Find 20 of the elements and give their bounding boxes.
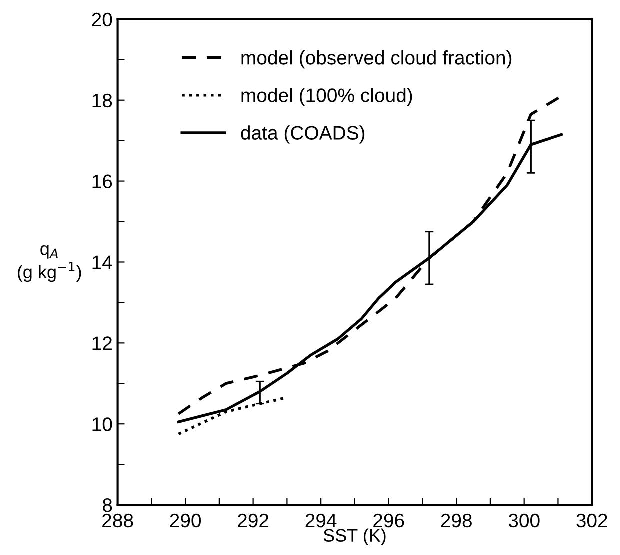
y-axis-title: q$_{A}$ (g kg$^{−1}$) — [18, 245, 82, 282]
x-axis-title: SST (K) — [324, 528, 386, 546]
y-tick-label: 20 — [92, 12, 112, 27]
legend-label: model (100% cloud) — [242, 88, 412, 106]
legend-label: model (observed cloud fraction) — [242, 50, 512, 69]
x-tick-label: 296 — [374, 514, 404, 528]
legend-label: data (COADS) — [241, 126, 365, 144]
y-tick-label: 16 — [92, 174, 112, 189]
x-tick-label: 300 — [508, 514, 540, 528]
y-tick-label: 14 — [92, 256, 112, 270]
x-tick-label: 298 — [441, 514, 472, 528]
y-tick-label: 12 — [92, 336, 112, 350]
y-tick-label: 18 — [92, 94, 112, 108]
y-tick-label: 10 — [92, 418, 112, 432]
x-tick-label: 302 — [576, 514, 608, 528]
x-tick-label: 294 — [306, 514, 337, 528]
x-tick-label: 288 — [102, 514, 134, 528]
x-tick-label: 290 — [170, 514, 202, 528]
x-tick-label: 292 — [238, 514, 269, 528]
y-tick-label: 8 — [102, 498, 112, 512]
